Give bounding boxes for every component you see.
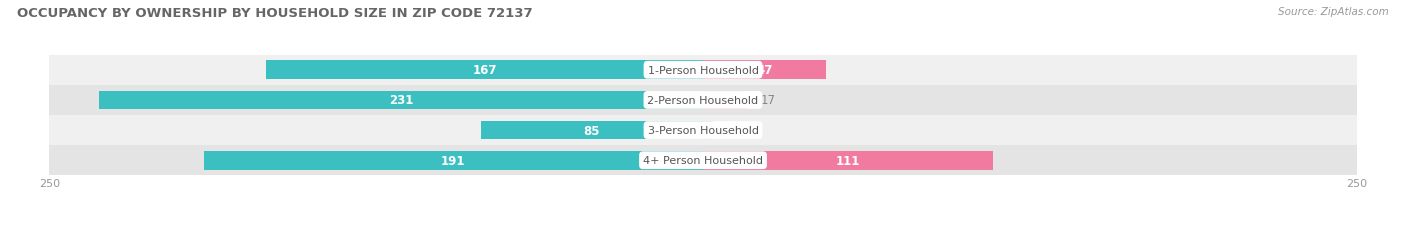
Bar <box>703 151 993 170</box>
Text: OCCUPANCY BY OWNERSHIP BY HOUSEHOLD SIZE IN ZIP CODE 72137: OCCUPANCY BY OWNERSHIP BY HOUSEHOLD SIZE… <box>17 7 533 20</box>
Bar <box>49 146 1357 176</box>
Bar <box>703 61 825 80</box>
Text: 85: 85 <box>583 124 600 137</box>
Bar <box>98 91 703 110</box>
Bar <box>49 85 1357 116</box>
Bar <box>703 91 748 110</box>
Bar <box>49 55 1357 85</box>
Text: 231: 231 <box>389 94 413 107</box>
Text: 47: 47 <box>756 64 773 77</box>
Text: 4: 4 <box>727 124 734 137</box>
Bar <box>266 61 703 80</box>
Text: 167: 167 <box>472 64 496 77</box>
Text: 4+ Person Household: 4+ Person Household <box>643 155 763 166</box>
Bar <box>49 116 1357 146</box>
Bar <box>481 121 703 140</box>
Bar <box>204 151 703 170</box>
Text: 1-Person Household: 1-Person Household <box>648 65 758 76</box>
Text: 191: 191 <box>441 154 465 167</box>
Bar <box>703 121 713 140</box>
Text: Source: ZipAtlas.com: Source: ZipAtlas.com <box>1278 7 1389 17</box>
Text: 3-Person Household: 3-Person Household <box>648 125 758 136</box>
Text: 111: 111 <box>837 154 860 167</box>
Text: 17: 17 <box>761 94 776 107</box>
Text: 2-Person Household: 2-Person Household <box>647 95 759 106</box>
